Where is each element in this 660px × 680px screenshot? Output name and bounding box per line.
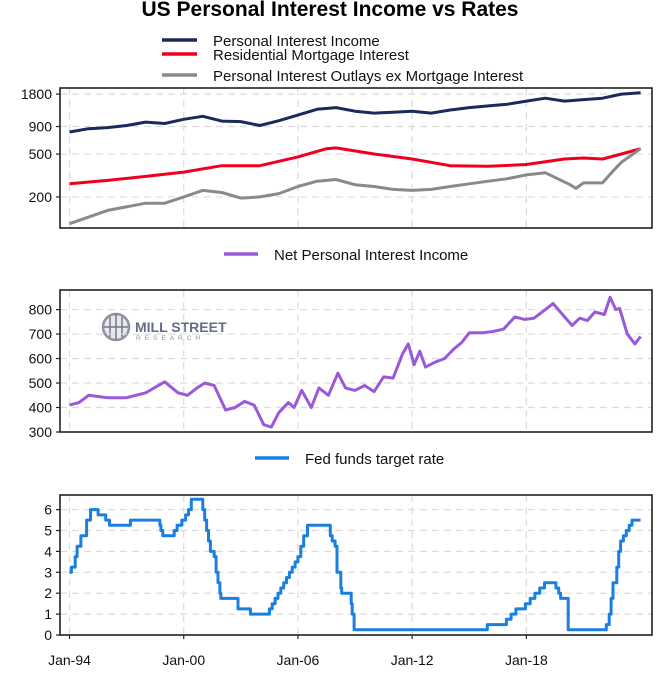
ytick-label: 800 (29, 302, 53, 318)
legend-top: Personal Interest Income Residential Mor… (162, 33, 524, 85)
mill-street-logo: MILL STREET RESEARCH (101, 312, 227, 342)
plot-frame (59, 494, 653, 636)
legend-label-fedfunds: Fed funds target rate (305, 451, 444, 468)
series-line-residential-mortgage-interest (69, 146, 642, 186)
xtick-label: Jan-00 (162, 652, 205, 668)
ytick-label: 700 (29, 326, 53, 342)
logo-sub-text: RESEARCH (136, 335, 204, 342)
plot-frame (59, 87, 653, 229)
xtick-label: Jan-06 (277, 652, 320, 668)
ytick-label: 3 (44, 564, 52, 580)
xtick-label: Jan-94 (48, 652, 91, 668)
legend-label-outlays: Personal Interest Outlays ex Mortgage In… (213, 68, 524, 85)
logo-main-text: MILL STREET (135, 319, 227, 335)
ytick-label: 600 (29, 351, 53, 367)
plot-frame (59, 289, 653, 433)
series-line-net-personal-interest-income (69, 295, 642, 429)
ytick-label: 1800 (21, 86, 52, 102)
xtick-label: Jan-12 (391, 652, 434, 668)
ytick-label: 400 (29, 400, 53, 416)
ytick-label: 0 (44, 627, 52, 643)
series-line-fed-funds-target-rate (69, 497, 641, 632)
panel-1: 200 500 900 1800 (21, 86, 653, 229)
legend-label-income: Personal Interest Income (213, 33, 380, 50)
ytick-label: 500 (29, 146, 53, 162)
globe-grid-icon (104, 314, 128, 340)
legend-middle: Net Personal Interest Income (224, 247, 468, 264)
series-line-personal-interest-income (69, 91, 641, 134)
series-line-personal-interest-outlays-ex-mortgage-interest (69, 147, 642, 226)
ytick-label: 900 (29, 119, 53, 135)
ytick-label: 2 (44, 585, 52, 601)
xtick-label: Jan-18 (505, 652, 548, 668)
legend-bottom: Fed funds target rate (255, 451, 444, 468)
ytick-label: 500 (29, 375, 53, 391)
ytick-label: 200 (29, 189, 53, 205)
panel-3: 0 1 2 3 4 5 6 Jan-94 Jan-00 Jan-06 Jan-12 Jan-18 (44, 494, 653, 668)
legend-label-net: Net Personal Interest Income (274, 247, 468, 264)
chart-title: US Personal Interest Income vs Rates (142, 0, 519, 21)
ytick-label: 6 (44, 502, 52, 518)
legend-label-mortgage: Residential Mortgage Interest (213, 47, 410, 64)
panel-2: 300 400 500 600 700 800 (29, 289, 653, 440)
ytick-label: 5 (44, 523, 52, 539)
ytick-label: 4 (44, 543, 52, 559)
ytick-label: 300 (29, 424, 53, 440)
ytick-label: 1 (44, 606, 52, 622)
